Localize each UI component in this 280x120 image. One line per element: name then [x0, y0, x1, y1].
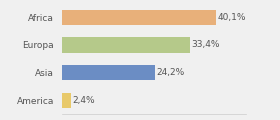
Text: 2,4%: 2,4% [72, 96, 95, 105]
Text: 24,2%: 24,2% [156, 68, 185, 77]
Text: 40,1%: 40,1% [218, 13, 246, 22]
Bar [62, 10, 216, 25]
Bar [62, 93, 71, 108]
Bar [62, 37, 190, 53]
Bar [62, 65, 155, 80]
Text: 33,4%: 33,4% [192, 41, 220, 49]
